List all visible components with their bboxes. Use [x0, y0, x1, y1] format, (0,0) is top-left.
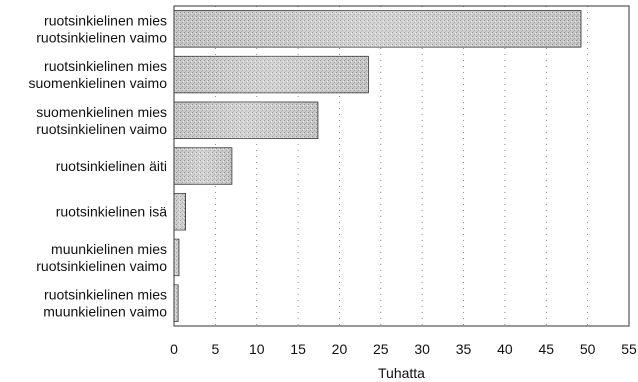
plot-area-frame	[173, 5, 630, 327]
category-label-5: ruotsinkielinen isä	[56, 204, 167, 220]
category-label-line: muunkielinen vaimo	[43, 304, 167, 320]
bar-7	[173, 284, 179, 322]
category-label-line: ruotsinkielinen mies	[44, 12, 167, 28]
category-label-1: ruotsinkielinen mies ruotsinkielinen vaim…	[36, 12, 167, 45]
x-tick-label-5: 5	[211, 341, 219, 357]
x-tick-label-30: 30	[414, 341, 430, 357]
category-label-3: suomenkielinen mies ruotsinkielinen vaimo	[36, 104, 167, 137]
category-label-line: ruotsinkielinen vaimo	[36, 121, 167, 137]
bar-4	[173, 147, 233, 185]
category-label-line: ruotsinkielinen isä	[56, 204, 167, 220]
category-label-line: ruotsinkielinen vaimo	[36, 29, 167, 45]
category-label-line: suomenkielinen vaimo	[28, 75, 167, 91]
bar-6	[173, 238, 180, 277]
x-tick-label-10: 10	[249, 341, 265, 357]
x-tick-label-0: 0	[170, 341, 178, 357]
category-label-line: ruotsinkielinen mies	[44, 58, 167, 74]
x-tick-label-55: 55	[621, 341, 637, 357]
bar-3	[173, 101, 319, 139]
x-tick-label-35: 35	[456, 341, 472, 357]
x-tick-label-40: 40	[497, 341, 513, 357]
x-tick-label-20: 20	[332, 341, 348, 357]
bar-1	[173, 10, 582, 48]
x-tick-labels: 0 5 10 15 20 25 30 35 40 45 50 55	[170, 341, 637, 357]
x-axis-title: Tuhatta	[378, 365, 425, 381]
bar-2	[173, 55, 369, 94]
category-label-line: suomenkielinen mies	[36, 104, 167, 120]
x-tick-label-15: 15	[290, 341, 306, 357]
x-tick-label-45: 45	[538, 341, 554, 357]
x-tick-label-50: 50	[580, 341, 596, 357]
category-label-7: ruotsinkielinen mies muunkielinen vaimo	[43, 287, 167, 320]
category-label-line: ruotsinkielinen äiti	[56, 158, 167, 174]
category-label-line: muunkielinen mies	[51, 241, 167, 257]
category-label-line: ruotsinkielinen vaimo	[36, 258, 167, 274]
gridlines	[214, 6, 589, 326]
bar-5	[173, 193, 186, 231]
x-tick-label-25: 25	[373, 341, 389, 357]
category-label-2: ruotsinkielinen mies suomenkielinen vaimo	[28, 58, 167, 91]
bars	[173, 10, 582, 322]
category-label-6: muunkielinen mies ruotsinkielinen vaimo	[36, 241, 167, 274]
category-label-4: ruotsinkielinen äiti	[56, 158, 167, 174]
category-labels: ruotsinkielinen mies ruotsinkielinen vaim…	[28, 12, 167, 319]
category-label-line: ruotsinkielinen mies	[44, 287, 167, 303]
